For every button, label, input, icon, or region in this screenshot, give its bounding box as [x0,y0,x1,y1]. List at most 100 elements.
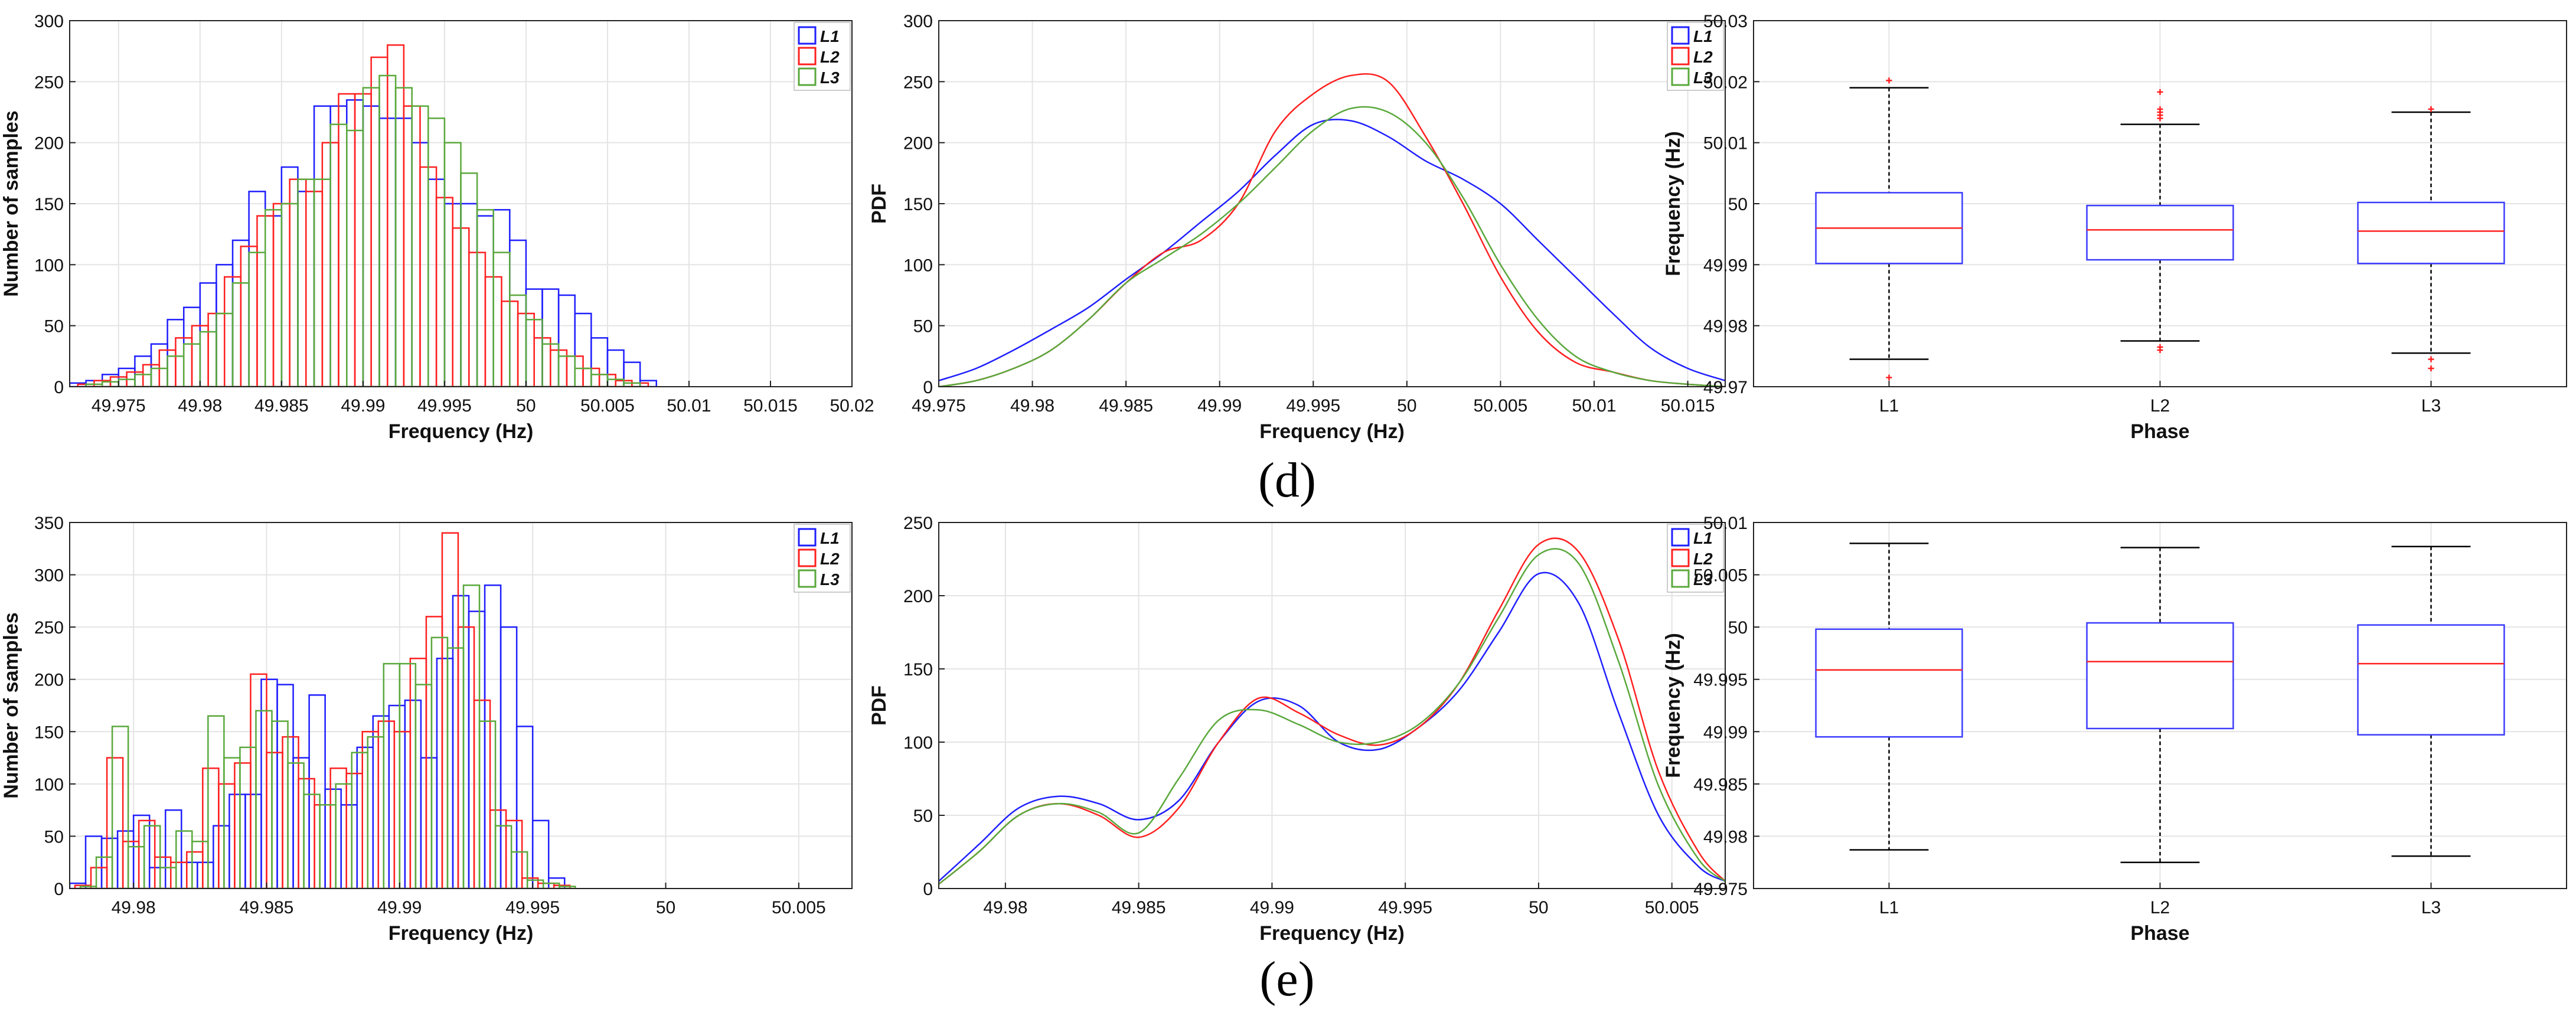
y-tick-label: 0 [923,880,933,899]
x-tick-label: 50.005 [772,898,826,917]
x-tick-label: 49.98 [178,396,222,416]
y-tick-label: 150 [34,723,64,742]
y-tick-label: 200 [903,587,933,606]
legend-swatch-L2 [1671,47,1690,66]
legend-swatch-L1 [798,528,817,547]
bar-L2 [138,819,156,889]
x-axis-label: Phase [2130,922,2189,945]
legend-swatch-L3 [798,569,817,588]
x-tick-label: 50.005 [580,396,635,416]
y-tick-label: 150 [903,660,933,680]
x-tick-label: 50.015 [743,396,798,416]
x-axis-label: Phase [2130,420,2189,443]
bar-L3 [510,851,528,889]
x-tick-label: 50 [516,396,536,416]
x-tick-label: 50 [1397,396,1416,416]
x-tick-label: 49.985 [254,396,309,416]
legend-label-L2: L2 [820,48,840,66]
y-tick-label: 350 [34,514,64,533]
y-tick-label: 50.01 [1703,514,1748,533]
x-tick-label: 49.98 [983,898,1027,917]
chart-d-hist: 0 50 100 150 200 250 300 49.975 49.98 49.985 49.99… [0,12,874,443]
y-tick-label: 300 [34,12,64,31]
legend-label-L1: L1 [1693,529,1713,547]
outlier-point [2428,365,2434,371]
x-axis-label: Frequency (Hz) [1259,420,1405,443]
y-tick-label: 49.985 [1693,775,1748,795]
data-layer [70,44,658,387]
box-L1 [1815,543,1963,851]
x-tick-label: 49.995 [1378,898,1432,917]
ticks [70,20,853,387]
y-tick-label: 250 [34,73,64,92]
x-tick-label: L3 [2421,396,2441,416]
x-tick-label: 50 [656,898,675,917]
legend-swatch-L1 [1671,26,1690,45]
x-tick-label: 49.995 [417,396,472,416]
y-tick-label: 49.99 [1703,256,1748,275]
legend-label-L1: L1 [1693,27,1713,45]
x-tick-label: 49.975 [92,396,146,416]
outlier-point [2428,356,2434,362]
legend: L1 L2 L3 [794,22,851,91]
chart-d-pdf: 0 50 100 150 200 250 300 49.975 49.98 49.985 49.99… [868,12,1726,443]
legend-swatch-L1 [1671,528,1690,547]
y-tick-label: 49.98 [1703,827,1748,847]
y-tick-label: 49.99 [1703,723,1748,742]
y-tick-label: 49.975 [1693,880,1748,899]
y-tick-label: 50 [913,317,933,337]
legend: L1 L2 L3 [794,524,851,593]
plot-area [70,522,852,889]
x-tick-label: 49.985 [240,898,294,917]
data-layer [1815,543,2505,863]
y-tick-label: 100 [34,775,64,795]
bar-L1 [623,361,641,387]
x-tick-label: 50 [1529,898,1548,917]
legend-swatch-L3 [798,67,817,86]
x-tick-label: L1 [1879,898,1899,917]
y-tick-label: 200 [34,134,64,153]
data-layer [1815,77,2505,381]
axes-frame [69,522,853,889]
y-tick-label: 50 [1728,195,1748,214]
x-tick-label: L2 [2150,898,2170,917]
x-tick-label: 49.995 [1286,396,1340,416]
y-tick-label: 300 [903,12,933,31]
x-tick-label: 49.99 [377,898,422,917]
iqr-box [2086,622,2234,730]
chart-e-hist: 0 50 100 150 200 250 300 350 49.98 49.985 49.99 49.… [0,514,853,945]
y-tick-label: 100 [34,256,64,275]
outlier-point [1886,77,1892,84]
legend-label-L1: L1 [820,27,840,45]
caption-d: (d) [1258,453,1316,508]
axes-frame [938,522,1726,889]
x-tick-label: 50.015 [1661,396,1715,416]
bar-L2 [505,819,523,889]
x-tick-label: 49.995 [505,898,560,917]
line-L1 [939,119,1725,381]
line-L3 [939,548,1725,885]
x-tick-label: 49.98 [112,898,156,917]
x-tick-label: 50.005 [1474,396,1528,416]
legend-label-L1: L1 [820,529,840,547]
legend-swatch-L1 [798,26,817,45]
y-tick-label: 50.02 [1703,73,1748,92]
outlier-point [2157,89,2163,95]
y-tick-label: 0 [54,378,64,397]
bar-L3 [559,886,576,889]
y-axis-label: Frequency (Hz) [1662,131,1684,276]
legend-label-L2: L2 [820,550,840,568]
x-tick-label: 49.99 [1250,898,1294,917]
chart-e-pdf: 0 50 100 150 200 250 49.98 49.985 49.99 49.995 50 5… [868,514,1726,945]
legend-swatch-L3 [1671,569,1690,588]
y-tick-label: 250 [34,618,64,638]
y-tick-label: 50.005 [1693,566,1748,586]
x-axis-label: Frequency (Hz) [388,420,534,443]
bar-L1 [132,814,151,889]
y-tick-label: 250 [903,514,933,533]
y-axis-label: PDF [868,685,890,726]
y-axis-label: Number of samples [0,110,22,297]
legend-swatch-L2 [1671,548,1690,567]
